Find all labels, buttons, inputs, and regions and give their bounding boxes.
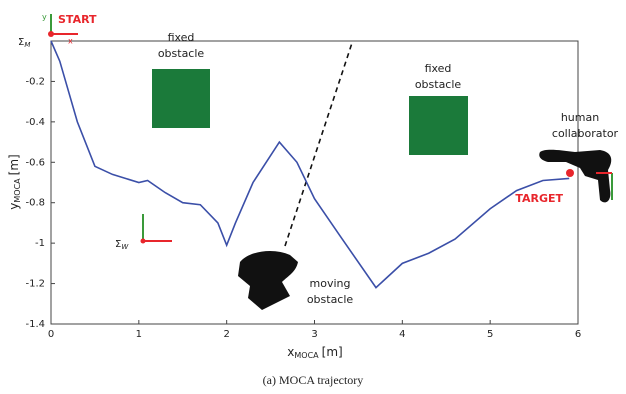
y-tick-label: -0.4 xyxy=(25,117,45,128)
sigma: Σ xyxy=(18,37,24,48)
x-tick-label: 0 xyxy=(48,329,54,340)
label-unit: [m] xyxy=(322,345,343,359)
frame-w xyxy=(140,214,172,244)
fixed-obstacle xyxy=(152,69,210,128)
x-tick-label: 2 xyxy=(223,329,229,340)
label-sub: MOCA xyxy=(13,178,22,203)
human-label: human xyxy=(561,111,599,124)
sigma-sub: M xyxy=(24,41,30,49)
human-label: collaborator xyxy=(552,127,619,140)
target-label: TARGET xyxy=(515,192,563,205)
x-tick-label: 5 xyxy=(487,329,493,340)
x-tick-label: 3 xyxy=(311,329,317,340)
moving-label: obstacle xyxy=(307,293,354,306)
sigma: Σ xyxy=(115,239,121,250)
x-tick-label: 6 xyxy=(575,329,581,340)
y-tick-label: -1.2 xyxy=(25,279,45,290)
target-point xyxy=(566,169,574,177)
label-main: y xyxy=(7,203,21,210)
y-axis-label: yMOCA [m] xyxy=(7,154,22,209)
frame-m xyxy=(48,14,78,37)
label-sub: MOCA xyxy=(294,351,319,360)
fixed-label: fixed xyxy=(425,62,452,75)
caption: (a) MOCA trajectory xyxy=(263,373,364,387)
x-tick-label: 4 xyxy=(399,329,405,340)
label-unit: [m] xyxy=(7,154,21,175)
sigma-m: ΣM xyxy=(18,37,30,49)
fixed-label: fixed xyxy=(168,31,195,44)
y-tick-label: -0.6 xyxy=(25,157,45,168)
sigma-sub: W xyxy=(121,243,129,251)
fixed-obstacle xyxy=(409,96,468,155)
y-tick-label: -1.4 xyxy=(25,319,45,330)
moving-obstacle-shape xyxy=(238,250,298,310)
frame-human xyxy=(596,172,613,200)
axis-x-label: x xyxy=(68,37,73,46)
fixed-label: obstacle xyxy=(415,78,462,91)
x-tick-label: 1 xyxy=(136,329,142,340)
fixed-label: obstacle xyxy=(158,47,205,60)
human-shape xyxy=(539,149,612,203)
sigma-w: ΣW xyxy=(115,239,129,251)
moving-label: moving xyxy=(310,277,351,290)
y-tick-label: -0.8 xyxy=(25,198,45,209)
moving-path xyxy=(284,42,353,247)
trajectory xyxy=(50,40,570,289)
start-label: START xyxy=(58,13,97,26)
y-tick-label: -0.2 xyxy=(25,76,45,87)
label-main: x xyxy=(287,345,294,359)
axis-y-label: y xyxy=(42,13,47,22)
x-axis-label: xMOCA [m] xyxy=(287,345,342,360)
y-tick-label: -1 xyxy=(35,238,45,249)
